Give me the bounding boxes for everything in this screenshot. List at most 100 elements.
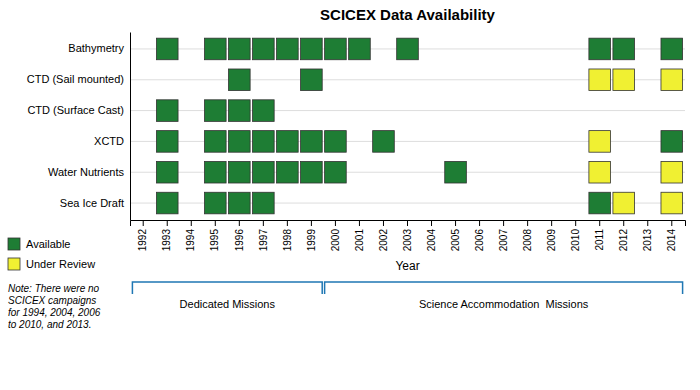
plot: 1992 1993 1994 1995 1996 1997 1998 1999 2000 2001…: [27, 33, 686, 252]
x-tick-mark: [407, 220, 408, 226]
x-tick: 2008: [522, 220, 533, 251]
x-tick-mark: [191, 220, 192, 226]
cell: [156, 192, 178, 214]
x-tick: 2001: [354, 220, 365, 251]
cell: [277, 38, 299, 60]
x-tick-label: 2001: [354, 229, 365, 252]
cell: [156, 161, 178, 183]
x-tick-label: 2007: [498, 229, 509, 252]
cell: [253, 192, 275, 214]
cell: [613, 38, 635, 60]
x-axis-title: Year: [395, 259, 419, 273]
cell: [204, 100, 226, 122]
x-tick-label: 2013: [642, 229, 653, 252]
x-tick: 1996: [234, 220, 245, 251]
x-tick: 2003: [402, 220, 413, 251]
y-tick: CTD (Surface Cast): [27, 104, 130, 116]
x-tick-mark: [143, 220, 144, 226]
y-tick: Sea Ice Draft: [60, 197, 130, 209]
cell: [325, 161, 347, 183]
cell: [325, 131, 347, 153]
cell: [589, 192, 611, 214]
x-tick-mark: [575, 220, 576, 226]
cell: [301, 161, 323, 183]
cell: [661, 38, 683, 60]
x-tick-mark: [671, 220, 672, 226]
y-tick: XCTD: [94, 135, 130, 147]
x-tick-mark: [455, 220, 456, 226]
legend-label: Available: [26, 238, 70, 250]
cell: [253, 161, 275, 183]
x-tick-mark: [503, 220, 504, 226]
x-tick: 1998: [282, 220, 293, 251]
cell: [661, 161, 683, 183]
x-tick: 2012: [618, 220, 629, 251]
bracket: [325, 282, 683, 294]
x-tick: 2013: [642, 220, 653, 251]
y-tick: Bathymetry: [68, 42, 130, 54]
cell: [229, 161, 251, 183]
x-tick-label: 2008: [522, 229, 533, 252]
y-tick-label: XCTD: [94, 135, 124, 147]
bracket-label: Science Accommodation Missions: [419, 298, 589, 310]
x-tick-mark: [263, 220, 264, 226]
y-tick-label: CTD (Sail mounted): [27, 73, 124, 85]
x-tick: 2009: [546, 220, 557, 251]
x-tick-label: 1995: [209, 229, 220, 252]
x-tick-label: 2000: [330, 229, 341, 252]
y-axis: Bathymetry CTD (Sail mounted) CTD (Surface…: [27, 33, 131, 221]
cell: [253, 38, 275, 60]
x-tick-label: 1993: [161, 229, 172, 252]
x-tick-mark: [311, 220, 312, 226]
x-tick-mark: [479, 220, 480, 226]
x-tick: 1995: [209, 220, 220, 251]
cell: [229, 38, 251, 60]
cell: [277, 131, 299, 153]
cell: [277, 161, 299, 183]
cell: [589, 38, 611, 60]
x-tick-label: 1997: [258, 229, 269, 252]
x-tick-label: 2006: [474, 229, 485, 252]
x-tick-mark: [287, 220, 288, 226]
cell: [301, 131, 323, 153]
x-tick-label: 2009: [546, 229, 557, 252]
grid: [130, 49, 685, 203]
chart: 1992 1993 1994 1995 1996 1997 1998 1999 2000 2001…: [0, 0, 700, 390]
cell: [253, 100, 275, 122]
x-tick-label: 2014: [666, 229, 677, 252]
cell: [589, 69, 611, 91]
cell: [397, 38, 419, 60]
x-axis: 1992 1993 1994 1995 1996 1997 1998 1999 2000 2001…: [131, 220, 686, 251]
cell: [156, 131, 178, 153]
x-tick-label: 1994: [185, 229, 196, 252]
x-tick-mark: [551, 220, 552, 226]
x-tick-mark: [647, 220, 648, 226]
x-tick-label: 1999: [306, 229, 317, 252]
y-tick: CTD (Sail mounted): [27, 73, 130, 85]
x-tick-label: 1992: [137, 229, 148, 252]
cell: [156, 100, 178, 122]
x-tick-mark: [239, 220, 240, 226]
cell: [301, 69, 323, 91]
cell: [229, 131, 251, 153]
cell: [325, 38, 347, 60]
cell: [661, 131, 683, 153]
cell: [156, 38, 178, 60]
x-tick-label: 2005: [450, 229, 461, 252]
x-tick: 1994: [185, 220, 196, 251]
x-tick: 1992: [137, 220, 148, 251]
x-tick: 1997: [258, 220, 269, 251]
legend-swatch: [8, 258, 20, 270]
x-tick-mark: [623, 220, 624, 226]
x-tick-mark: [335, 220, 336, 226]
cell: [445, 161, 467, 183]
x-tick-mark: [431, 220, 432, 226]
x-tick: 2011: [594, 220, 605, 251]
cell: [613, 69, 635, 91]
cell: [613, 192, 635, 214]
x-tick-mark: [599, 220, 600, 226]
cell: [661, 192, 683, 214]
x-tick-label: 1996: [234, 229, 245, 252]
y-axis-line: [130, 33, 131, 221]
cell: [204, 38, 226, 60]
